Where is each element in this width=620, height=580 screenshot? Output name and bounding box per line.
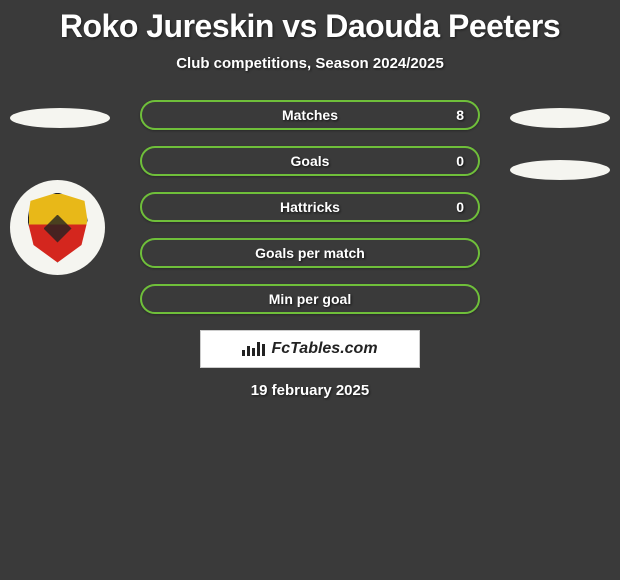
stat-label: Goals xyxy=(291,153,330,169)
player2-oval-icon xyxy=(510,108,610,128)
player2-name: Daouda Peeters xyxy=(325,8,560,44)
brand-box[interactable]: FcTables.com xyxy=(200,330,420,368)
brand-bars-icon xyxy=(242,342,265,356)
stats-area: Matches 8 Goals 0 Hattricks 0 Goals per … xyxy=(0,100,620,399)
stat-row-goals: Goals 0 xyxy=(140,146,480,176)
stat-label: Hattricks xyxy=(280,199,340,215)
stat-row-goals-per-match: Goals per match xyxy=(140,238,480,268)
stat-rows: Matches 8 Goals 0 Hattricks 0 Goals per … xyxy=(140,100,480,314)
vs-separator: vs xyxy=(282,8,317,44)
date-text: 19 february 2025 xyxy=(0,382,620,399)
page-title: Roko Jureskin vs Daouda Peeters xyxy=(0,8,620,45)
club-badge-circle xyxy=(10,180,105,275)
player2-oval2-icon xyxy=(510,160,610,180)
brand-text: FcTables.com xyxy=(271,340,377,358)
player1-name: Roko Jureskin xyxy=(60,8,274,44)
stat-label: Min per goal xyxy=(269,291,351,307)
stat-label: Matches xyxy=(282,107,338,123)
stat-value: 8 xyxy=(456,107,464,123)
stat-row-min-per-goal: Min per goal xyxy=(140,284,480,314)
stat-value: 0 xyxy=(456,199,464,215)
stat-value: 0 xyxy=(456,153,464,169)
stat-row-hattricks: Hattricks 0 xyxy=(140,192,480,222)
player1-oval-icon xyxy=(10,108,110,128)
club-crest-icon xyxy=(28,193,88,263)
stat-label: Goals per match xyxy=(255,245,365,261)
stat-row-matches: Matches 8 xyxy=(140,100,480,130)
subtitle: Club competitions, Season 2024/2025 xyxy=(0,55,620,72)
comparison-card: Roko Jureskin vs Daouda Peeters Club com… xyxy=(0,0,620,399)
